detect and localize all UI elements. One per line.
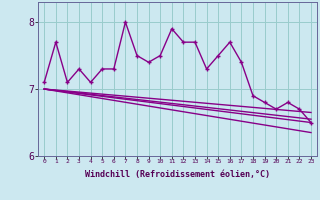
X-axis label: Windchill (Refroidissement éolien,°C): Windchill (Refroidissement éolien,°C) xyxy=(85,170,270,179)
